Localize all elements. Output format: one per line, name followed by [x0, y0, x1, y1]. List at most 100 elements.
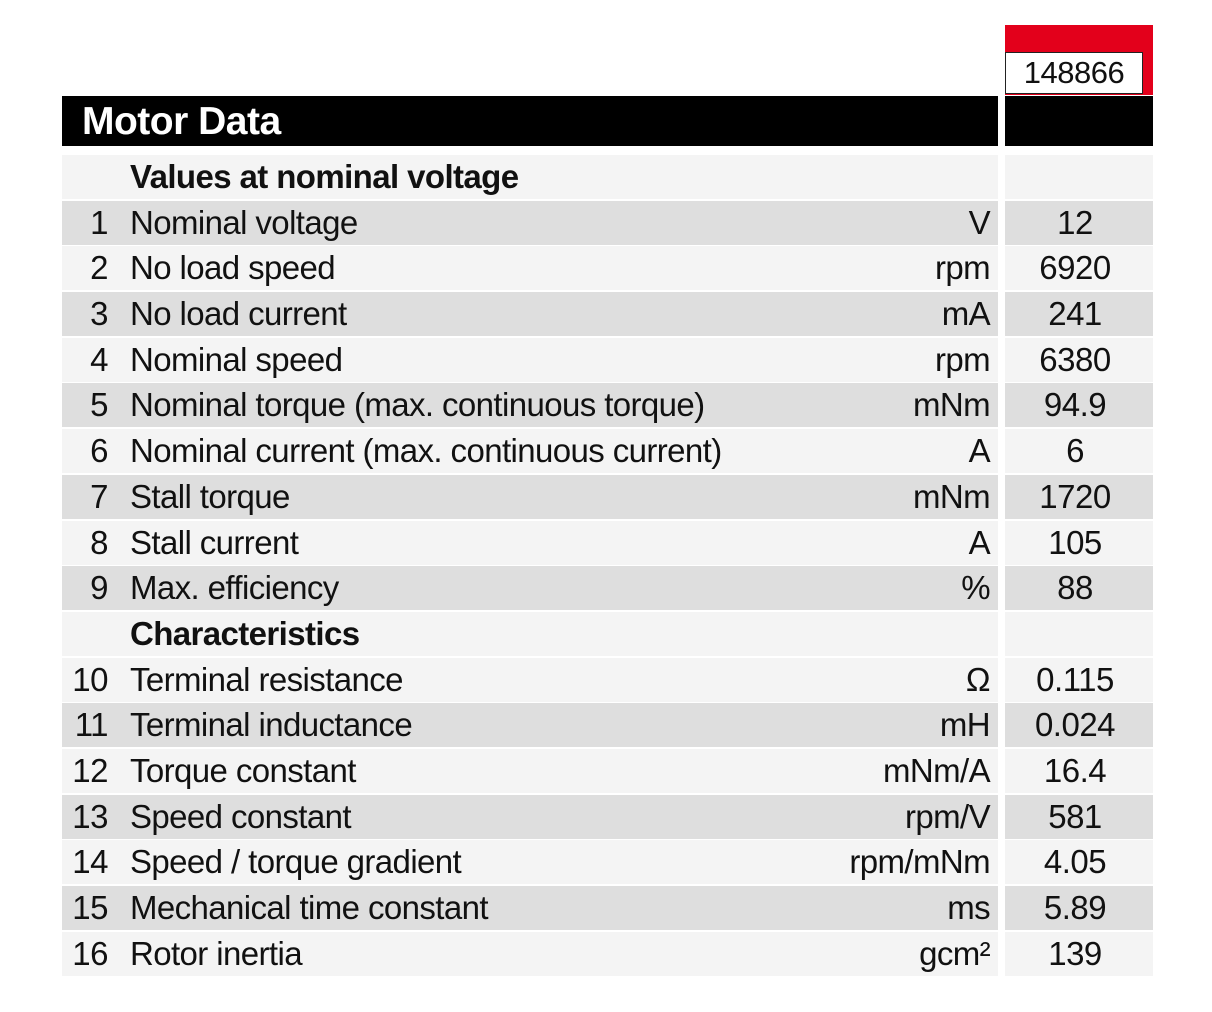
row-label: Nominal torque (max. continuous torque): [130, 386, 705, 424]
row-value-cell: 5.89: [1005, 886, 1153, 930]
row-value: 105: [1048, 523, 1102, 561]
row-label-cell: 7 Stall torque mNm: [62, 474, 998, 519]
row-label-cell: 12 Torque constant mNm/A: [62, 748, 998, 793]
row-unit: rpm/mNm: [849, 843, 990, 881]
row-number: 2: [90, 249, 108, 287]
row-value: 5.89: [1043, 889, 1107, 926]
row-value: 1720: [1039, 477, 1111, 515]
row-label-cell: 8 Stall current A: [62, 520, 998, 565]
row-value-cell: 6: [1005, 429, 1153, 474]
row-unit: V: [968, 203, 991, 241]
row-label: No load speed: [130, 249, 336, 287]
row-label-cell: 15 Mechanical time constant ms: [62, 886, 998, 930]
row-value-cell: 12: [1005, 200, 1153, 245]
motor-data-table: Values at nominal voltage 1 Nominal voltag…: [62, 155, 1153, 977]
row-number: 14: [72, 843, 108, 881]
row-number: 1: [90, 203, 108, 241]
row-label-cell: 3 No load current mA: [62, 292, 998, 337]
row-value-cell: 581: [1005, 794, 1153, 839]
section-header-row: Values at nominal voltage: [62, 155, 1153, 201]
row-unit: mNm: [912, 386, 991, 424]
row-label: Mechanical time constant: [130, 889, 489, 926]
row-number: 16: [72, 934, 108, 972]
section-value-cell: [1005, 155, 1153, 199]
row-unit: rpm: [934, 340, 991, 378]
row-value: 12: [1057, 203, 1093, 241]
table-row: 13 Speed constant rpm/V 581: [62, 794, 1153, 841]
row-label-cell: 2 No load speed rpm: [62, 246, 998, 291]
table-row: 9 Max. efficiency% 88: [62, 566, 1153, 612]
row-value: 6380: [1039, 340, 1111, 378]
row-unit: %: [961, 569, 990, 607]
row-number: 4: [90, 340, 108, 378]
row-label-cell: 1 Nominal voltage V: [62, 200, 998, 245]
table-row: 1 Nominal voltage V 12: [62, 200, 1153, 247]
row-value: 4.05: [1043, 843, 1107, 881]
row-label-cell: 16 Rotor inertia gcm²: [62, 931, 998, 976]
row-unit: rpm/V: [904, 797, 991, 835]
table-row: 12 Torque constant mNm/A 16.4: [62, 748, 1153, 795]
row-label: Torque constant: [130, 751, 356, 789]
row-label-cell: 13 Speed constant rpm/V: [62, 794, 998, 839]
table-row: 5 Nominal torque (max. continuous torque)…: [62, 383, 1153, 429]
row-value-cell: 0.115: [1005, 657, 1153, 702]
row-unit: A: [968, 432, 991, 470]
row-value-cell: 241: [1005, 292, 1153, 337]
row-label: Terminal inductance: [130, 706, 413, 744]
table-row: 15 Mechanical time constant ms 5.89: [62, 886, 1153, 932]
row-value: 6: [1066, 432, 1084, 470]
row-unit: mH: [939, 706, 991, 744]
row-value: 88: [1057, 569, 1093, 607]
row-unit: gcm²: [919, 934, 991, 972]
row-value-cell: 139: [1005, 931, 1153, 976]
table-row: 2 No load speed rpm 6920: [62, 246, 1153, 292]
row-value: 139: [1048, 934, 1102, 972]
row-label: Speed constant: [130, 797, 352, 835]
row-value-cell: 105: [1005, 520, 1153, 565]
table-row: 8 Stall current A 105: [62, 520, 1153, 567]
row-number: 12: [72, 751, 108, 789]
row-label-cell: 5 Nominal torque (max. continuous torque)…: [62, 383, 998, 428]
row-number: 11: [74, 706, 109, 744]
row-number: 3: [90, 295, 108, 333]
row-unit: rpm: [934, 249, 991, 287]
row-label-cell: 11 Terminal inductance mH: [62, 703, 998, 748]
row-label: Stall current: [130, 523, 299, 561]
row-number: 10: [72, 660, 108, 698]
row-label-cell: 9 Max. efficiency%: [62, 566, 998, 611]
table-row: 16 Rotor inertia gcm² 139: [62, 931, 1153, 978]
row-unit: ms: [947, 889, 990, 926]
table-row: 6 Nominal current (max. continuous curren…: [62, 429, 1153, 475]
row-value-cell: 88: [1005, 566, 1153, 611]
table-row: 4 Nominal speed rpm 6380: [62, 337, 1153, 384]
row-value-cell: 6380: [1005, 337, 1153, 382]
row-number: 8: [90, 523, 108, 561]
row-label: No load current: [130, 295, 347, 333]
table-row: 7 Stall torque mNm 1720: [62, 474, 1153, 521]
row-value-cell: 0.024: [1005, 703, 1153, 748]
part-number: 148866: [1005, 52, 1143, 94]
row-label: Speed / torque gradient: [130, 843, 462, 881]
row-value: 0.024: [1034, 706, 1116, 744]
row-value: 94.9: [1043, 386, 1107, 424]
section-label: Characteristics: [130, 614, 360, 652]
row-label-cell: 10 Terminal resistance Ω: [62, 657, 998, 702]
row-number: 5: [90, 386, 108, 424]
row-label: Max. efficiency: [130, 569, 339, 607]
row-value: 0.115: [1036, 660, 1114, 698]
row-number: 13: [72, 797, 108, 835]
row-unit: mA: [941, 295, 991, 333]
row-number: 9: [90, 569, 108, 607]
table-header-value-cell: [1005, 96, 1153, 146]
row-value-cell: 1720: [1005, 474, 1153, 519]
table-row: 3 No load current mA 241: [62, 292, 1153, 338]
row-label: Terminal resistance: [130, 660, 403, 698]
row-label-cell: 14 Speed / torque gradient rpm/mNm: [62, 840, 998, 885]
row-label: Nominal voltage: [130, 203, 358, 241]
row-number: 7: [90, 477, 108, 515]
table-row: 11 Terminal inductance mH 0.024: [62, 703, 1153, 749]
row-value-cell: 4.05: [1005, 840, 1153, 885]
row-label: Stall torque: [130, 477, 290, 515]
row-number: 6: [90, 432, 108, 470]
row-value: 16.4: [1043, 751, 1107, 789]
